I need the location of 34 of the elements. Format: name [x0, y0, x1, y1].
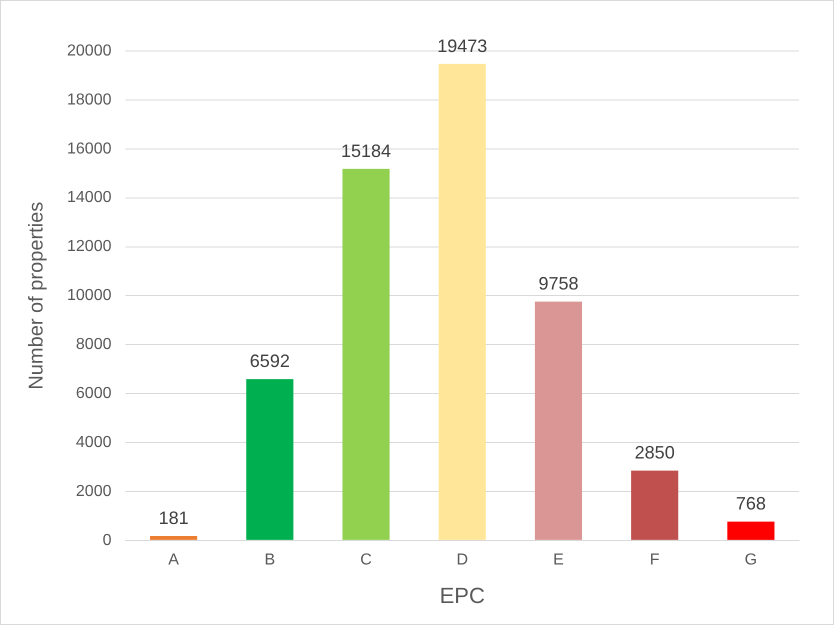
bar	[631, 470, 678, 540]
y-tick-label: 4000	[76, 434, 112, 451]
data-label: 6592	[250, 351, 290, 372]
x-tick-label: C	[360, 551, 372, 568]
data-label: 2850	[634, 442, 675, 463]
y-tick-label: 10000	[66, 287, 112, 304]
y-tick-label: 20000	[66, 42, 112, 60]
bar	[438, 64, 486, 540]
data-label: 15184	[341, 140, 392, 161]
y-tick-label: 8000	[76, 336, 112, 354]
data-label: 9758	[538, 274, 578, 294]
bar	[246, 379, 294, 540]
x-tick-label: D	[456, 551, 468, 568]
x-tick-label: F	[650, 551, 660, 568]
y-tick-label: 0	[102, 532, 112, 549]
y-axis-title: Number of properties	[26, 202, 48, 390]
bar	[727, 522, 774, 540]
data-label: 19473	[437, 36, 488, 56]
data-label: 768	[736, 494, 766, 514]
bar	[150, 536, 198, 540]
bar	[342, 168, 390, 540]
x-tick-label: E	[553, 551, 564, 568]
y-tick-label: 2000	[76, 482, 112, 500]
y-tick-label: 14000	[66, 189, 112, 206]
x-tick-label: G	[744, 551, 758, 568]
x-tick-label: A	[168, 551, 180, 568]
data-label: 181	[158, 508, 189, 528]
y-tick-label: 12000	[66, 238, 112, 256]
y-tick-label: 16000	[66, 140, 112, 158]
bar	[534, 302, 582, 540]
x-axis-title: EPC	[440, 582, 485, 608]
y-tick-label: 18000	[66, 91, 112, 108]
y-tick-label: 6000	[76, 384, 112, 402]
x-tick-label: B	[264, 551, 276, 568]
